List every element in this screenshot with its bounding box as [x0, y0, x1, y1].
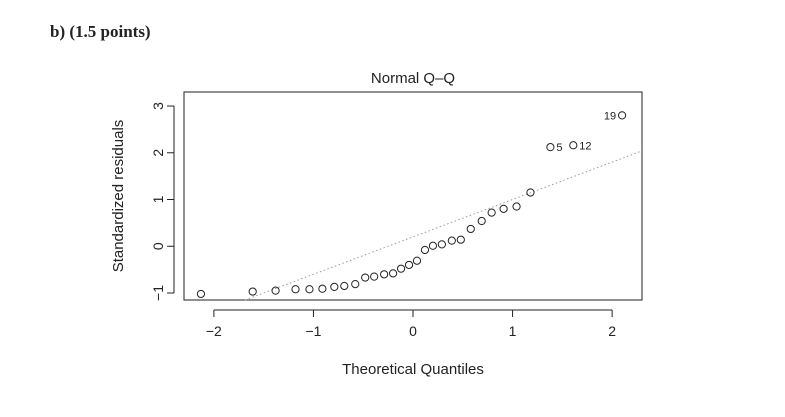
- data-point: [305, 285, 314, 294]
- y-tick-label: 0: [150, 242, 166, 250]
- y-tick-label: 2: [150, 149, 166, 157]
- x-tick-label: −2: [206, 323, 222, 339]
- data-point: [318, 284, 327, 293]
- data-point: [447, 236, 456, 245]
- x-tick-label: −1: [305, 323, 321, 339]
- point-label: 12: [579, 140, 591, 152]
- data-point: [351, 280, 360, 289]
- x-tick-label: 1: [509, 323, 517, 339]
- data-point: [420, 245, 430, 255]
- y-tick-label: 3: [150, 102, 166, 110]
- point-label: 5: [556, 142, 562, 154]
- x-axis-title: Theoretical Quantiles: [342, 361, 484, 378]
- data-point: [330, 282, 339, 292]
- data-point: [412, 256, 422, 265]
- data-point: [271, 286, 280, 295]
- y-tick-label: −1: [150, 285, 166, 301]
- data-point: [512, 202, 521, 211]
- data-point: [437, 240, 446, 249]
- data-point: [569, 141, 578, 150]
- data-point: [370, 272, 379, 281]
- data-point: [361, 273, 370, 282]
- y-axis-title: Standardized residuals: [110, 120, 127, 273]
- data-point: [499, 204, 508, 213]
- data-point: [340, 281, 349, 291]
- data-point: [428, 241, 438, 250]
- chart-title: Normal Q–Q: [371, 70, 455, 87]
- data-point: [456, 235, 465, 244]
- data-point: [380, 270, 389, 279]
- data-point: [546, 143, 555, 152]
- data-point: [196, 289, 206, 299]
- data-point: [291, 285, 300, 294]
- x-tick-label: 2: [608, 323, 616, 339]
- plot-frame: [183, 91, 643, 301]
- data-point: [404, 260, 414, 270]
- data-point: [466, 224, 475, 234]
- point-label: 19: [604, 110, 616, 122]
- data-point: [477, 216, 486, 226]
- data-point: [487, 208, 496, 217]
- x-tick-label: 0: [409, 323, 417, 339]
- question-heading: b) (1.5 points): [50, 22, 151, 41]
- data-point: [617, 111, 627, 120]
- data-point: [388, 269, 398, 278]
- data-point: [396, 264, 406, 273]
- data-point: [248, 287, 257, 296]
- data-point: [526, 188, 535, 197]
- reference-line: [244, 150, 643, 301]
- y-tick-label: 1: [150, 195, 166, 203]
